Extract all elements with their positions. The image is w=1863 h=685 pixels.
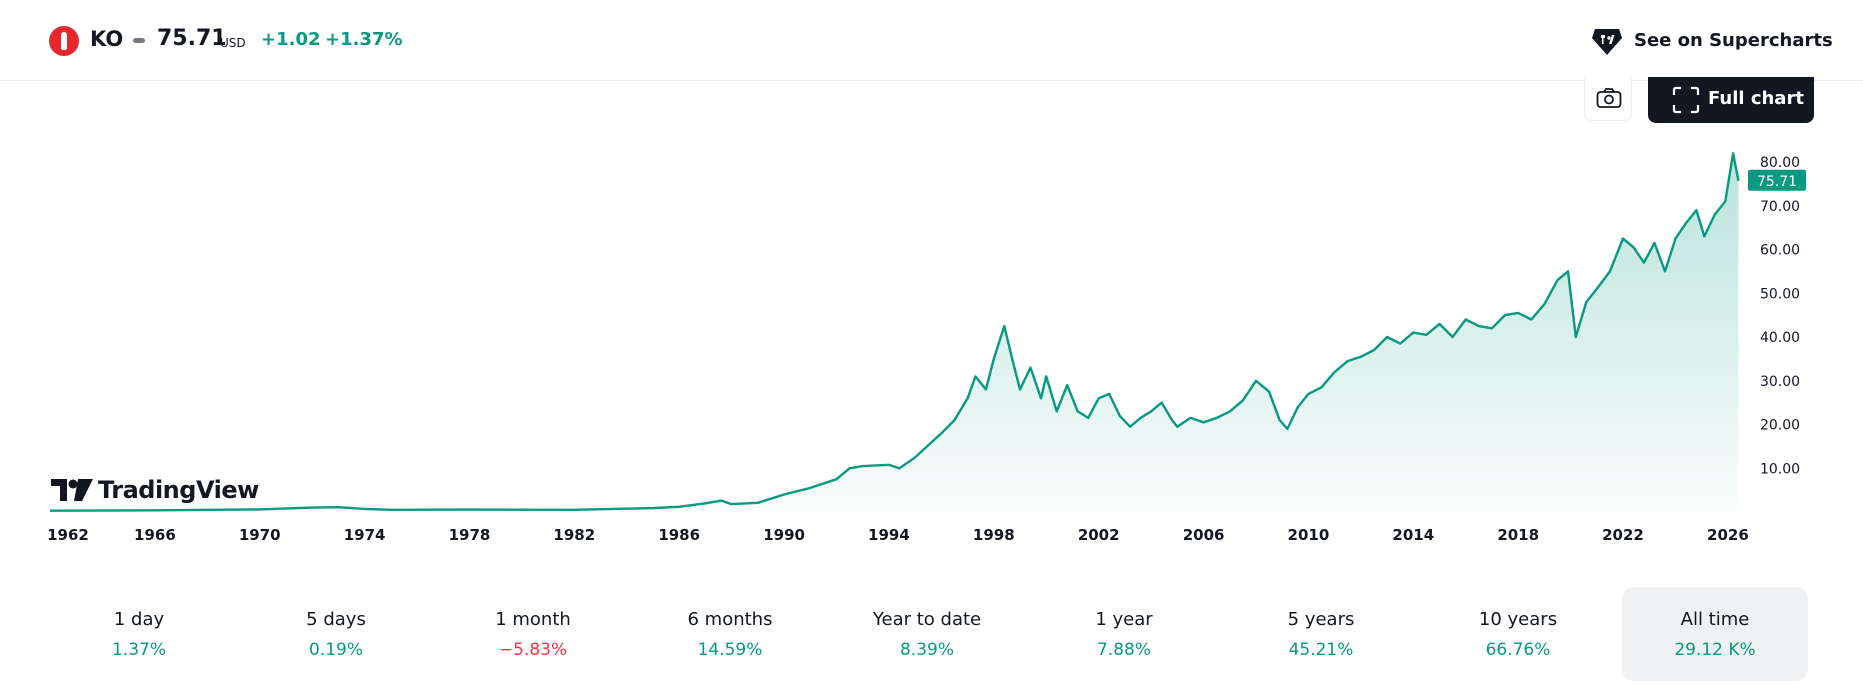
period-change-value: 0.19% (308, 640, 363, 660)
period-label: 5 days (306, 609, 366, 630)
x-axis-tick-label: 2006 (1183, 526, 1225, 544)
period-button-1-day[interactable]: 1 day 1.37% (46, 587, 232, 681)
symbol-ticker[interactable]: KO (90, 27, 124, 51)
y-axis-tick-label: 80.00 (1760, 155, 1800, 171)
period-label: 10 years (1478, 609, 1558, 630)
tradingview-supercharts-icon (1592, 29, 1622, 55)
period-change-value: 29.12 K% (1674, 640, 1756, 660)
x-axis-tick-label: 1994 (868, 526, 910, 544)
x-axis-tick-label: 1966 (134, 526, 176, 544)
last-price-badge-label: 75.71 (1757, 174, 1797, 190)
x-axis-tick-label: 1970 (239, 526, 281, 544)
tradingview-wordmark: TradingView (98, 476, 259, 504)
price-chart[interactable]: 1962 1966 1970 1974 1978 1982 1986 1990 1994 1998… (0, 120, 1863, 550)
x-axis-tick-label: 1974 (344, 526, 386, 544)
period-change-value: −5.83% (498, 640, 568, 660)
full-chart-label: Full chart (1708, 88, 1804, 109)
period-button-all-time[interactable]: All time 29.12 K% (1622, 587, 1808, 681)
camera-icon (1596, 88, 1622, 108)
period-label: 1 year (1095, 609, 1153, 630)
price-area-fill (50, 153, 1739, 513)
period-label: 1 day (113, 609, 165, 630)
period-button-5-days[interactable]: 5 days 0.19% (243, 587, 429, 681)
x-axis-tick-label: 2010 (1288, 526, 1330, 544)
period-label: 1 month (495, 609, 571, 630)
y-axis-tick-label: 40.00 (1760, 330, 1800, 346)
period-button-6-months[interactable]: 6 months 14.59% (637, 587, 823, 681)
market-status-dash-icon (133, 38, 145, 43)
period-button-10-years[interactable]: 10 years 66.76% (1425, 587, 1611, 681)
y-axis-tick-label: 60.00 (1760, 243, 1800, 259)
price-series-line (49, 152, 1740, 512)
x-axis-tick-label: 1998 (973, 526, 1015, 544)
period-label: All time (1680, 609, 1750, 630)
x-axis-tick-label: 2002 (1078, 526, 1120, 544)
period-label: 6 months (687, 609, 773, 630)
x-axis-tick-label: 2026 (1707, 526, 1749, 544)
x-axis-tick-label: 2022 (1602, 526, 1644, 544)
coca-cola-bottle-icon (49, 26, 79, 56)
x-axis-tick-label: 2014 (1392, 526, 1434, 544)
x-axis-tick-label: 2018 (1497, 526, 1539, 544)
x-axis-tick-label: 1962 (47, 526, 89, 544)
period-button-1-year[interactable]: 1 year 7.88% (1031, 587, 1217, 681)
symbol-header: KO 75.71 USD +1.02 +1.37% See on Superch… (0, 0, 1863, 81)
last-price: 75.71 (157, 26, 227, 51)
period-performance-bar: 1 day 1.37% 5 days 0.19% 1 month −5.83% 6 mont… (46, 587, 1816, 681)
period-change-value: 66.76% (1485, 640, 1551, 660)
period-change-value: 8.39% (899, 640, 954, 660)
full-chart-button[interactable]: Full chart (1648, 77, 1814, 123)
x-axis-tick-label: 1986 (658, 526, 700, 544)
y-axis-tick-label: 20.00 (1760, 418, 1800, 434)
tradingview-logo[interactable]: TradingView (51, 476, 259, 506)
supercharts-label: See on Supercharts (1634, 30, 1833, 51)
tradingview-logo-mark (51, 479, 93, 501)
y-axis-tick-label: 10.00 (1760, 461, 1800, 477)
period-label: 5 years (1287, 609, 1355, 630)
price-change-percent: +1.37% (325, 29, 403, 50)
period-change-value: 7.88% (1096, 640, 1151, 660)
x-axis-tick-label: 1982 (553, 526, 595, 544)
period-button-1-month[interactable]: 1 month −5.83% (440, 587, 626, 681)
fullscreen-icon (1672, 86, 1700, 114)
period-label: Year to date (872, 609, 982, 630)
period-button-year-to-date[interactable]: Year to date 8.39% (834, 587, 1020, 681)
period-button-5-years[interactable]: 5 years 45.21% (1228, 587, 1414, 681)
y-axis-tick-label: 70.00 (1760, 199, 1800, 215)
y-axis-tick-label: 30.00 (1760, 374, 1800, 390)
x-axis-tick-label: 1978 (449, 526, 491, 544)
x-axis-tick-label: 1990 (763, 526, 805, 544)
y-axis-tick-label: 50.00 (1760, 286, 1800, 302)
last-price-badge (1748, 169, 1806, 191)
price-change-absolute: +1.02 (261, 29, 321, 50)
period-change-value: 14.59% (697, 640, 763, 660)
period-change-value: 1.37% (111, 640, 166, 660)
snapshot-button[interactable] (1584, 77, 1632, 121)
currency-label: USD (220, 36, 246, 50)
period-change-value: 45.21% (1288, 640, 1354, 660)
